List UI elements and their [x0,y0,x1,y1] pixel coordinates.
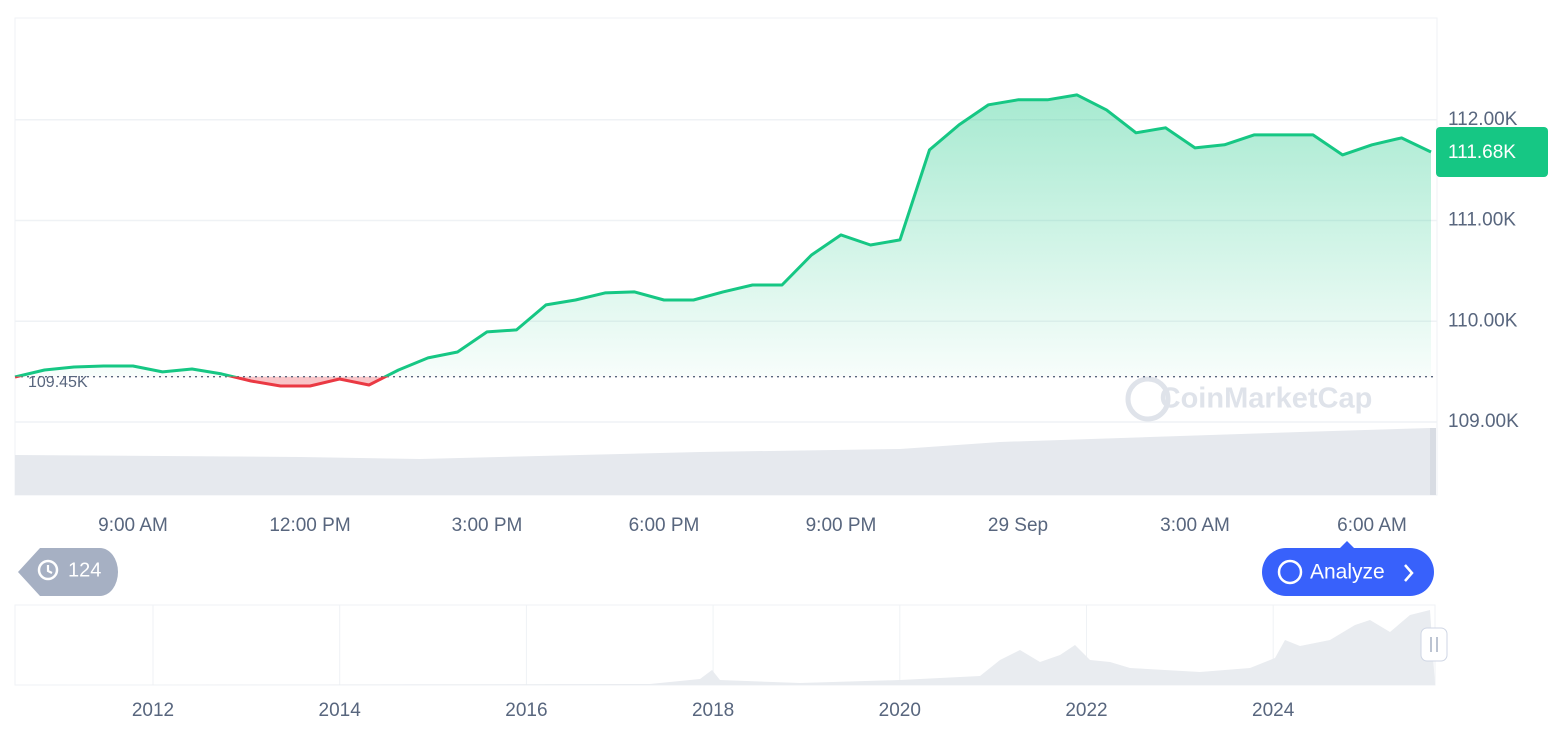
history-badge-bg[interactable] [18,548,118,596]
history-icon [37,559,59,581]
analyze-button[interactable]: Analyze [1262,541,1434,596]
area-above-open [16,94,1431,377]
minimap: 2012 2014 2016 2018 2020 2022 2024 [132,605,1295,721]
minimap-year-label: 2014 [319,700,362,721]
price-line-up [14,93,1432,377]
history-badge[interactable]: 124 [18,548,118,596]
x-tick-label: 9:00 PM [806,515,877,536]
y-tick-label: 111.00K [1448,210,1516,231]
minimap-year-label: 2022 [1065,700,1107,721]
volume-band [15,428,1430,495]
last-price-label: 111.68K [1448,142,1516,163]
labels: 109.00K 110.00K 111.00K 112.00K 9:00 AM 12:00… [28,109,1548,536]
watermark: CoinMarketCap [1160,383,1373,415]
analyze-icon [1277,559,1303,585]
x-tick-label: 6:00 PM [629,515,700,536]
minimap-year-label: 2016 [505,700,547,721]
open-label: 109.45K [28,374,88,391]
x-tick-label: 3:00 PM [452,515,523,536]
minimap-year-label: 2024 [1252,700,1295,721]
analyze-bg[interactable] [1262,548,1434,596]
y-tick-label: 112.00K [1448,109,1518,130]
y-tick-label: 110.00K [1448,310,1518,331]
x-tick-label: 9:00 AM [98,515,168,536]
watermark-logo [1125,376,1171,422]
minimap-year-label: 2018 [692,700,734,721]
plot [14,93,1437,388]
x-tick-label: 6:00 AM [1337,515,1407,536]
y-tick-label: 109.00K [1448,411,1519,432]
history-icon-hand [46,565,53,574]
x-tick-label: 12:00 PM [269,515,350,536]
last-price-badge [1436,126,1548,177]
price-line-down [14,376,389,388]
minimap-handle-grip [1430,637,1438,652]
x-tick-label: 29 Sep [988,515,1048,536]
minimap-year-label: 2020 [879,700,921,721]
history-count: 124 [68,559,101,581]
minimap-handle[interactable] [1420,627,1448,662]
x-tick-label: 3:00 AM [1160,515,1230,536]
analyze-pointer [1340,541,1354,548]
volume-last [1430,428,1436,495]
analyze-chevron [1404,564,1414,582]
analyze-label[interactable]: Analyze [1310,561,1385,584]
minimap-year-label: 2012 [132,700,174,721]
minimap-area [15,610,1435,685]
